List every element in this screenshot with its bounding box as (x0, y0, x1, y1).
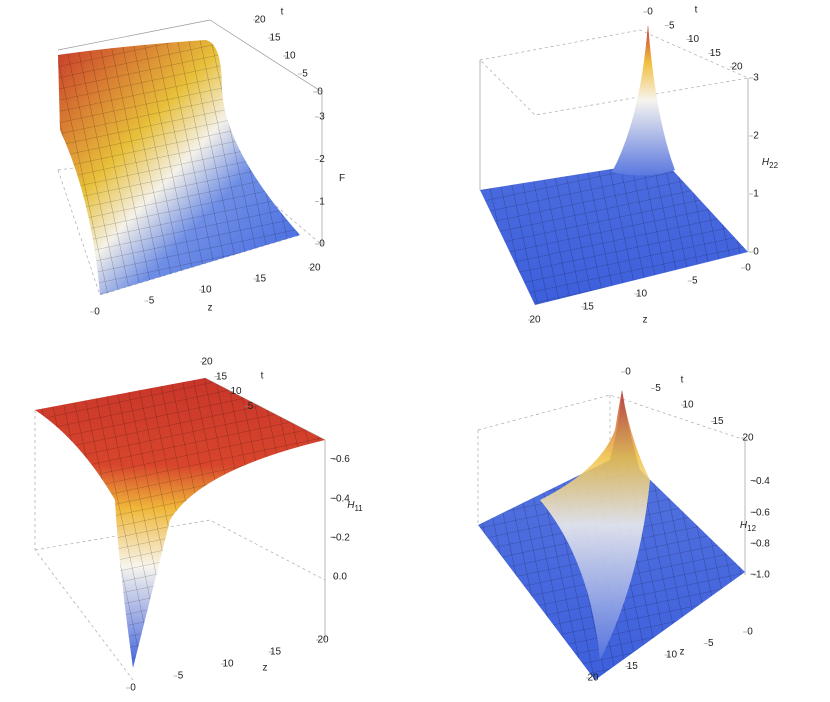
z-tick-label: 1 (753, 189, 759, 200)
z-axis-label-main: H (762, 157, 770, 168)
z-tick-label: 2 (319, 154, 325, 165)
x-tick-label: 0 (130, 683, 136, 694)
y-tick-label: 0 (625, 367, 631, 378)
z-tick-label: 1 (319, 196, 325, 207)
z-axis-label: H12 (740, 520, 757, 533)
x-axis-label: z (263, 663, 268, 674)
z-tick-label: −0.6 (330, 454, 350, 465)
x-tick-label: 20 (309, 263, 321, 274)
x-axis-label: z (680, 647, 685, 658)
y-axis-label: t (281, 7, 284, 18)
y-tick-label: 15 (712, 416, 724, 427)
y-tick-label: 10 (284, 51, 296, 62)
y-axis-label: t (261, 371, 264, 382)
y-tick-label: 5 (655, 383, 661, 394)
surface-ridge (540, 390, 650, 660)
y-tick-label: 5 (669, 20, 675, 31)
x-tick-label: 15 (583, 302, 595, 313)
y-tick-label: 20 (731, 62, 743, 73)
y-tick-label: 20 (254, 15, 266, 26)
x-tick-label: 10 (636, 289, 648, 300)
x-tick-label: 10 (200, 285, 212, 296)
y-tick-label: 20 (201, 357, 213, 368)
surface-mesh (35, 378, 325, 668)
y-tick-label: 15 (216, 371, 228, 382)
surface-mesh (480, 165, 748, 305)
panel-2 (479, 25, 750, 305)
panel-3 (34, 377, 326, 681)
z-tick-label: 0 (319, 239, 325, 250)
y-tick-label: 0 (317, 87, 323, 98)
z-axis-label-main: H (347, 500, 355, 511)
x-tick-label: 15 (255, 274, 267, 285)
x-tick-label: 0 (745, 263, 751, 274)
x-tick-label: 5 (692, 276, 698, 287)
z-tick-label: 0.0 (333, 572, 347, 583)
y-tick-label: 10 (682, 400, 694, 411)
x-tick-label: 10 (222, 659, 234, 670)
surface-mesh (58, 40, 300, 295)
x-tick-label: 0 (94, 307, 100, 318)
x-tick-label: 20 (317, 635, 329, 646)
z-axis-label-main: F (339, 173, 345, 184)
y-tick-label: 5 (302, 69, 308, 80)
x-tick-label: 15 (627, 661, 639, 672)
z-tick-label: −1.0 (750, 570, 770, 581)
panel-4 (477, 390, 746, 680)
z-tick-label: −0.2 (330, 532, 350, 543)
x-tick-label: 0 (747, 627, 753, 638)
z-tick-label: −0.4 (330, 493, 350, 504)
z-tick-label: 2 (753, 131, 759, 142)
surface-peak (612, 25, 675, 176)
box-back (34, 410, 326, 681)
z-tick-label: −0.4 (750, 476, 770, 487)
z-axis-label: F (339, 173, 345, 184)
y-tick-label: 15 (710, 48, 722, 59)
y-tick-label: 20 (742, 433, 754, 444)
x-axis-label: z (643, 315, 648, 326)
x-tick-label: 10 (666, 650, 678, 661)
box (57, 19, 323, 245)
z-axis-label: H22 (762, 157, 779, 170)
x-tick-label: 5 (178, 671, 184, 682)
y-tick-label: 15 (269, 33, 281, 44)
panel-1 (57, 19, 323, 296)
y-axis-label: t (681, 375, 684, 386)
z-tick-label: −0.6 (750, 507, 770, 518)
z-axis-label-sub: 12 (747, 524, 756, 533)
box (479, 60, 749, 252)
x-tick-label: 20 (587, 673, 599, 684)
box-top (479, 29, 750, 116)
z-tick-label: 3 (319, 112, 325, 123)
x-tick-label: 5 (708, 638, 714, 649)
z-axis-label-main: H (740, 520, 748, 531)
z-axis-label: H11 (347, 500, 363, 513)
x-axis-label: z (208, 303, 213, 314)
x-tick-label: 20 (529, 315, 541, 326)
y-tick-label: 10 (688, 34, 700, 45)
z-tick-label: 0 (753, 247, 759, 258)
y-axis-label: t (695, 5, 698, 16)
z-tick-label: −0.8 (750, 538, 770, 549)
z-axis-label-sub: 11 (354, 504, 363, 513)
x-tick-label: 5 (149, 296, 155, 307)
z-axis-label-sub: 22 (769, 161, 778, 170)
z-tick-label: 3 (753, 73, 759, 84)
y-tick-label: 10 (230, 386, 242, 397)
x-tick-label: 15 (270, 647, 282, 658)
y-tick-label: 5 (248, 401, 254, 412)
y-tick-label: 0 (647, 7, 653, 18)
